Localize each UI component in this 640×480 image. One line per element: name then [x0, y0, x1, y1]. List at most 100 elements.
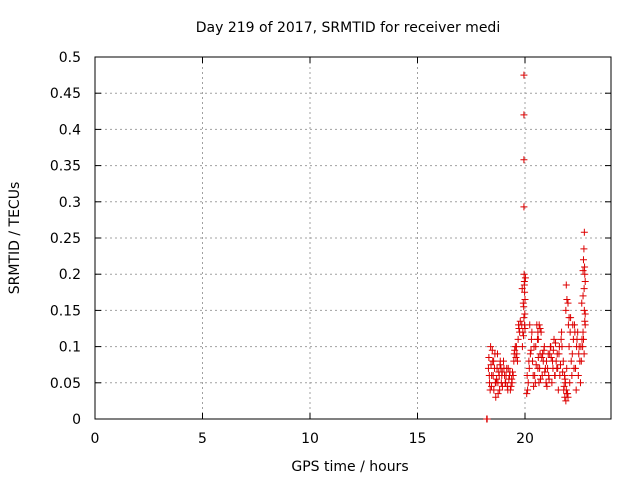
data-point	[547, 353, 555, 361]
data-point	[520, 303, 528, 311]
y-tick-label: 0	[72, 412, 81, 428]
data-point	[520, 156, 528, 164]
data-point	[506, 386, 514, 394]
data-point	[567, 314, 575, 322]
data-point	[516, 317, 524, 325]
data-point	[513, 357, 521, 365]
y-tick-label: 0.2	[59, 267, 81, 283]
data-point	[562, 397, 570, 405]
data-point	[559, 368, 567, 376]
x-tick-label: 20	[516, 431, 534, 447]
data-point	[521, 296, 529, 304]
x-tick-label: 15	[409, 431, 427, 447]
data-point	[524, 379, 532, 387]
data-point	[487, 343, 495, 351]
data-point	[514, 335, 522, 343]
data-point	[579, 328, 587, 336]
data-point	[493, 375, 501, 383]
data-point	[581, 270, 589, 278]
data-point	[558, 343, 566, 351]
data-point	[496, 386, 504, 394]
data-point	[536, 364, 544, 372]
data-point	[536, 375, 544, 383]
data-point	[525, 364, 533, 372]
data-point	[581, 317, 589, 325]
x-axis-label: GPS time / hours	[291, 459, 408, 475]
data-point	[525, 357, 533, 365]
data-point	[511, 346, 519, 354]
data-point	[487, 382, 495, 390]
data-point	[515, 325, 523, 332]
y-tick-label: 0.45	[50, 86, 81, 102]
data-point	[564, 390, 572, 398]
data-point	[535, 321, 543, 329]
data-point	[496, 361, 504, 369]
data-point	[545, 375, 553, 383]
data-point	[551, 372, 559, 380]
data-point	[558, 328, 566, 336]
data-point	[523, 390, 531, 398]
data-point	[503, 382, 511, 390]
data-point	[567, 357, 575, 365]
data-point	[579, 343, 587, 351]
data-point	[574, 372, 582, 380]
y-tick-label: 0.4	[59, 122, 81, 138]
data-point	[536, 325, 544, 332]
data-point	[570, 364, 578, 372]
data-point	[524, 386, 532, 394]
data-point	[520, 71, 528, 79]
data-point	[485, 353, 493, 361]
data-point	[580, 245, 588, 253]
data-point	[526, 350, 534, 358]
data-point	[484, 364, 492, 372]
data-point	[518, 343, 526, 351]
data-point	[580, 228, 588, 236]
data-point	[563, 296, 571, 304]
data-point	[562, 306, 570, 314]
data-point	[581, 310, 589, 318]
data-point	[501, 379, 509, 387]
data-point	[520, 270, 528, 278]
data-point	[546, 343, 554, 351]
y-tick-label: 0.35	[50, 159, 81, 175]
data-point	[555, 350, 563, 358]
data-point	[530, 382, 538, 390]
y-axis-label: SRMTID / TECUs	[7, 182, 23, 295]
x-axis-ticks: 0 5 10 15 20	[91, 57, 534, 447]
data-point	[538, 372, 546, 380]
data-point	[562, 281, 570, 289]
data-point	[519, 328, 527, 336]
data-point	[553, 364, 561, 372]
data-point	[512, 343, 520, 351]
data-point	[531, 379, 539, 387]
data-point	[532, 361, 540, 369]
data-point	[520, 203, 528, 211]
data-point	[564, 299, 572, 307]
data-point	[561, 375, 569, 383]
data-point	[579, 267, 587, 275]
data-point	[581, 277, 589, 285]
data-point	[520, 314, 528, 322]
y-axis-ticks: 0 0.05 0.1 0.15 0.2 0.25 0.3 0.35 0.4 0.45 0.5	[50, 50, 611, 428]
data-point	[534, 335, 542, 343]
data-point	[568, 350, 576, 358]
data-point	[492, 393, 500, 401]
data-point	[521, 288, 529, 296]
data-point	[549, 346, 557, 354]
data-point	[548, 379, 556, 387]
data-point	[512, 353, 520, 361]
data-point	[576, 379, 584, 387]
data-point	[571, 328, 579, 336]
data-point	[520, 111, 528, 119]
data-point	[487, 361, 495, 369]
data-point	[527, 335, 535, 343]
data-point	[563, 364, 571, 372]
data-point	[509, 368, 517, 376]
data-point	[504, 364, 512, 372]
data-point	[508, 375, 516, 383]
y-tick-label: 0.3	[59, 195, 81, 211]
data-point	[577, 357, 585, 365]
data-point	[541, 368, 549, 376]
data-point	[579, 335, 587, 343]
data-point	[543, 382, 551, 390]
